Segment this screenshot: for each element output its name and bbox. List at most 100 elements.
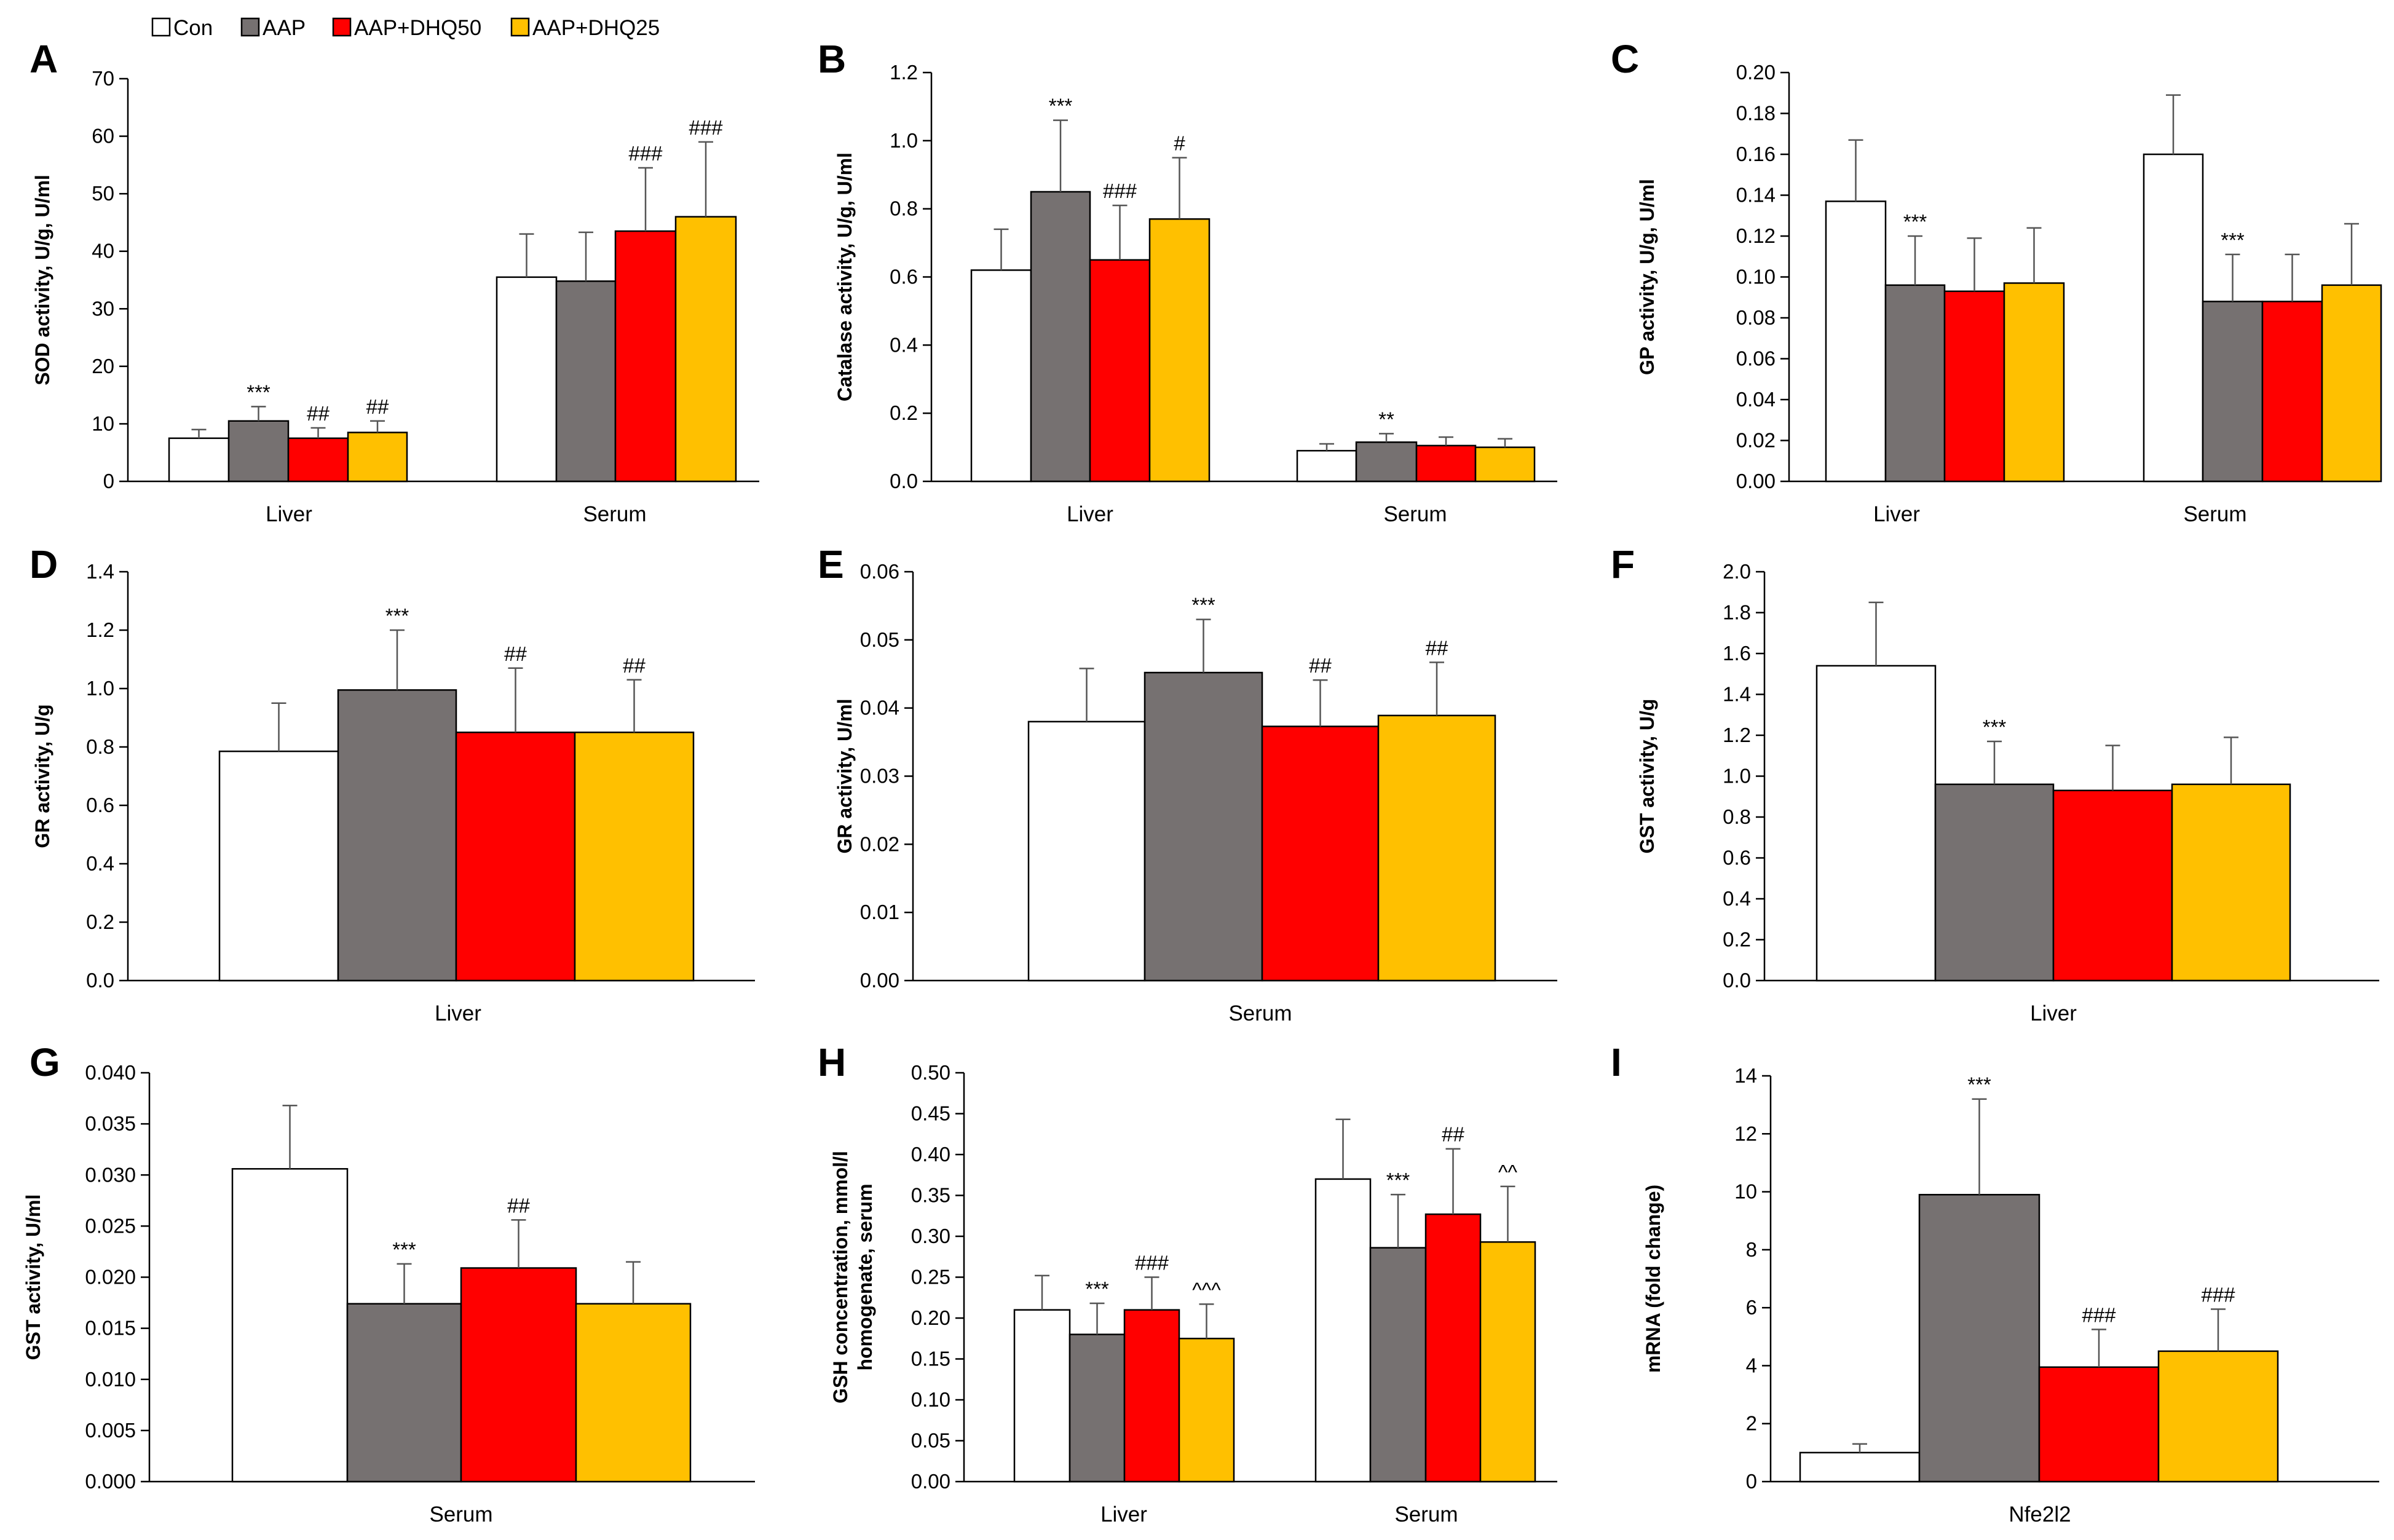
x-category-label: Serum — [1383, 502, 1447, 526]
bar-aap-liver — [227, 420, 290, 483]
bar-aap-dhq50-serum — [1261, 725, 1380, 982]
significance-label: ### — [689, 116, 723, 139]
y-tick-label: 0.4 — [86, 852, 114, 875]
y-tick-label: 0 — [103, 470, 114, 492]
x-category-label: Liver — [1067, 502, 1113, 526]
legend-swatch — [240, 17, 260, 37]
panel-letter: E — [818, 542, 844, 586]
bar-aap-dhq50-serum — [1415, 444, 1477, 483]
y-tick-label: 0.0 — [1723, 969, 1751, 992]
chart-panel-c: C 0.00 0.02 0.04 0.06 0.08 0.10 0.12 0.14 0.16 0.1… — [1611, 37, 2382, 526]
x-category-label: Serum — [1394, 1502, 1458, 1526]
chart-panel-e: E 0.00 0.01 0.02 0.03 0.04 0.05 0.06 GR activity… — [818, 542, 1557, 1025]
bar-aap-dhq50-serum — [1424, 1213, 1482, 1483]
legend-label: AAP — [263, 16, 306, 40]
x-category-label: Serum — [583, 502, 646, 526]
x-category-label: Liver — [2030, 1001, 2077, 1025]
y-tick-label: 14 — [1734, 1064, 1757, 1087]
bar-aap-liver — [1934, 783, 2055, 982]
y-tick-label: 0.06 — [860, 560, 899, 583]
y-tick-label: 0.40 — [911, 1143, 950, 1166]
y-tick-label: 0.2 — [1723, 928, 1751, 951]
y-tick-label: 40 — [92, 240, 114, 263]
significance-label: ### — [1103, 180, 1137, 202]
y-tick-label: 2.0 — [1723, 560, 1751, 583]
legend: Con AAP AAP+DHQ50 AAP+DHQ25 — [151, 16, 660, 40]
bar-aap-dhq25-liver — [574, 732, 695, 982]
significance-label: ** — [1378, 408, 1394, 430]
bar-con-liver — [1825, 200, 1887, 483]
y-tick-label: 1.2 — [890, 61, 918, 84]
y-tick-label: 0.4 — [1723, 887, 1751, 910]
y-tick-label: 0.020 — [85, 1266, 136, 1289]
bar-con-serum — [1314, 1178, 1372, 1483]
legend-swatch — [332, 17, 352, 37]
y-tick-label: 0.02 — [1736, 429, 1776, 452]
y-tick-label: 1.4 — [1723, 683, 1751, 706]
significance-label: *** — [1085, 1277, 1109, 1300]
y-axis-label: GP activity, U/g, U/ml — [1636, 179, 1658, 375]
y-tick-label: 0.15 — [911, 1348, 950, 1370]
bar-aap-serum — [555, 280, 617, 483]
panel-letter: F — [1611, 542, 1635, 586]
y-tick-label: 0.6 — [86, 794, 114, 816]
legend-entry-aap-dhq25: AAP+DHQ25 — [510, 16, 660, 40]
y-tick-label: 10 — [92, 412, 114, 435]
chart-panel-h: H 0.00 0.05 0.10 0.15 0.20 0.25 0.30 0.35 0.40 0.4… — [818, 1040, 1557, 1526]
significance-label: ^^ — [1498, 1161, 1517, 1183]
y-tick-label: 0.35 — [911, 1184, 950, 1207]
bar-aap-liver — [337, 689, 457, 982]
y-tick-label: 0.6 — [890, 266, 918, 288]
y-tick-label: 0.010 — [85, 1368, 136, 1391]
bar-aap-dhq50-nfe2l2 — [2038, 1366, 2160, 1483]
significance-label: *** — [1191, 594, 1215, 617]
x-category-label: Liver — [1100, 1502, 1147, 1526]
bar-aap-dhq25-liver — [1178, 1338, 1235, 1483]
significance-label: *** — [1386, 1169, 1410, 1191]
significance-label: *** — [392, 1238, 416, 1261]
significance-label: *** — [247, 381, 271, 403]
y-tick-label: 8 — [1746, 1238, 1757, 1261]
chart-panel-b: B 0.0 0.2 0.4 0.6 0.8 1.0 1.2 Catalase activity,… — [818, 37, 1557, 526]
bar-aap-nfe2l2 — [1918, 1194, 2040, 1483]
x-category-label: Liver — [435, 1001, 481, 1025]
y-tick-label: 0.00 — [860, 969, 899, 992]
bar-aap-liver — [1884, 284, 1946, 483]
y-tick-label: 0.8 — [86, 735, 114, 758]
significance-label: ## — [1442, 1123, 1464, 1146]
y-tick-label: 0.000 — [85, 1470, 136, 1493]
significance-label: *** — [1967, 1073, 1991, 1096]
bar-aap-liver — [1030, 191, 1091, 483]
y-tick-label: 0.01 — [860, 901, 899, 923]
bar-aap-dhq25-liver — [2171, 783, 2291, 982]
y-axis-label: GR activity, U/g — [31, 704, 53, 848]
bar-aap-dhq25-liver — [2003, 282, 2065, 483]
y-tick-label: 0.2 — [86, 910, 114, 933]
bar-aap-dhq50-liver — [1089, 259, 1151, 483]
y-tick-label: 0.03 — [860, 765, 899, 788]
y-tick-label: 0.04 — [1736, 388, 1776, 411]
y-tick-label: 70 — [92, 67, 114, 90]
y-tick-label: 10 — [1734, 1180, 1757, 1203]
y-tick-label: 0.05 — [860, 628, 899, 651]
y-tick-label: 6 — [1746, 1296, 1757, 1319]
bar-con-liver — [1013, 1309, 1071, 1483]
legend-entry-con: Con — [151, 16, 213, 40]
legend-swatch — [510, 17, 530, 37]
y-tick-label: 0.0 — [890, 470, 918, 492]
y-tick-label: 0.20 — [911, 1306, 950, 1329]
bar-aap-serum — [1369, 1247, 1427, 1483]
bar-aap-dhq50-liver — [1123, 1309, 1180, 1483]
y-tick-label: 0.06 — [1736, 347, 1776, 370]
y-tick-label: 20 — [92, 355, 114, 377]
y-tick-label: 0.005 — [85, 1419, 136, 1442]
significance-label: ## — [1426, 636, 1448, 659]
panel-letter: G — [30, 1040, 60, 1084]
chart-panel-g: G 0.000 0.005 0.010 0.015 0.020 0.025 0.030 0.03… — [22, 1040, 755, 1526]
y-tick-label: 0.12 — [1736, 224, 1776, 247]
significance-label: ### — [1135, 1252, 1169, 1274]
y-tick-label: 0.015 — [85, 1317, 136, 1340]
y-axis-label: GR activity, U/ml — [834, 699, 856, 854]
y-tick-label: 60 — [92, 125, 114, 148]
